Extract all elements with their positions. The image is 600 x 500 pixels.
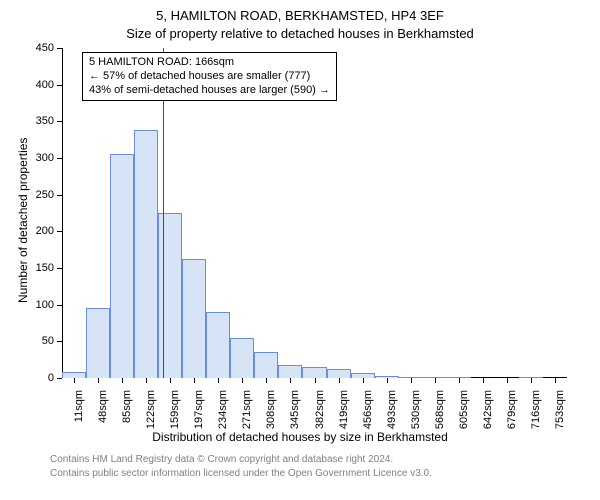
footer-line2: Contains public sector information licen… — [50, 468, 600, 479]
y-tick-label: 50 — [27, 335, 54, 347]
x-tick-label: 197sqm — [193, 390, 205, 435]
y-tick-label: 200 — [27, 225, 54, 237]
x-tick-label: 85sqm — [121, 390, 133, 435]
x-tick-label: 568sqm — [434, 390, 446, 435]
x-tick-label: 11sqm — [73, 390, 85, 435]
x-tick-mark — [339, 378, 340, 383]
x-tick-mark — [435, 378, 436, 383]
x-tick-label: 605sqm — [458, 390, 470, 435]
x-tick-label: 271sqm — [241, 390, 253, 435]
x-tick-label: 753sqm — [554, 390, 566, 435]
x-tick-label: 419sqm — [338, 390, 350, 435]
y-tick-label: 0 — [27, 372, 54, 384]
y-tick-mark — [57, 378, 62, 379]
y-tick-mark — [57, 121, 62, 122]
x-tick-mark — [531, 378, 532, 383]
histogram-bar — [206, 312, 230, 378]
x-tick-mark — [315, 378, 316, 383]
x-tick-mark — [483, 378, 484, 383]
y-tick-mark — [57, 231, 62, 232]
x-tick-mark — [459, 378, 460, 383]
x-tick-mark — [122, 378, 123, 383]
histogram-bar — [278, 365, 302, 378]
y-tick-label: 150 — [27, 262, 54, 274]
x-tick-label: 234sqm — [217, 390, 229, 435]
histogram-bar — [182, 259, 206, 378]
y-tick-label: 300 — [27, 152, 54, 164]
y-tick-label: 400 — [27, 79, 54, 91]
y-tick-mark — [57, 341, 62, 342]
y-tick-label: 450 — [27, 42, 54, 54]
x-tick-mark — [555, 378, 556, 383]
y-tick-label: 250 — [27, 189, 54, 201]
x-tick-mark — [146, 378, 147, 383]
annotation-line2: ← 57% of detached houses are smaller (77… — [89, 70, 330, 84]
x-tick-label: 530sqm — [410, 390, 422, 435]
x-tick-mark — [387, 378, 388, 383]
x-tick-label: 679sqm — [506, 390, 518, 435]
y-tick-mark — [57, 268, 62, 269]
chart-title-line2: Size of property relative to detached ho… — [0, 26, 600, 41]
x-tick-mark — [242, 378, 243, 383]
histogram-bar — [158, 213, 182, 378]
x-tick-mark — [363, 378, 364, 383]
x-tick-mark — [74, 378, 75, 383]
x-tick-label: 122sqm — [145, 390, 157, 435]
annotation-line3: 43% of semi-detached houses are larger (… — [89, 84, 330, 98]
y-tick-mark — [57, 195, 62, 196]
histogram-bar — [302, 367, 326, 378]
histogram-bar — [230, 338, 254, 378]
histogram-bar — [86, 308, 110, 378]
y-tick-mark — [57, 158, 62, 159]
x-tick-mark — [218, 378, 219, 383]
chart-title-line1: 5, HAMILTON ROAD, BERKHAMSTED, HP4 3EF — [0, 8, 600, 23]
x-tick-label: 48sqm — [97, 390, 109, 435]
x-tick-label: 345sqm — [289, 390, 301, 435]
y-tick-mark — [57, 305, 62, 306]
x-tick-mark — [98, 378, 99, 383]
y-tick-mark — [57, 48, 62, 49]
x-tick-label: 456sqm — [362, 390, 374, 435]
x-tick-mark — [411, 378, 412, 383]
annotation-box: 5 HAMILTON ROAD: 166sqm← 57% of detached… — [82, 52, 337, 101]
x-tick-mark — [194, 378, 195, 383]
x-tick-label: 493sqm — [386, 390, 398, 435]
y-tick-label: 350 — [27, 115, 54, 127]
histogram-bar — [254, 352, 278, 378]
annotation-line1: 5 HAMILTON ROAD: 166sqm — [89, 56, 330, 70]
x-tick-mark — [507, 378, 508, 383]
y-axis-label: Number of detached properties — [16, 138, 30, 303]
x-tick-label: 716sqm — [530, 390, 542, 435]
x-tick-mark — [290, 378, 291, 383]
x-tick-label: 308sqm — [265, 390, 277, 435]
x-tick-label: 382sqm — [314, 390, 326, 435]
y-tick-mark — [57, 85, 62, 86]
y-axis-line — [62, 48, 63, 378]
footer-line1: Contains HM Land Registry data © Crown c… — [50, 454, 600, 465]
plot-area: 05010015020025030035040045011sqm48sqm85s… — [62, 48, 567, 378]
x-tick-label: 159sqm — [169, 390, 181, 435]
x-tick-mark — [266, 378, 267, 383]
y-tick-label: 100 — [27, 299, 54, 311]
histogram-bar — [110, 154, 134, 378]
x-tick-label: 642sqm — [482, 390, 494, 435]
histogram-bar — [327, 369, 351, 378]
x-tick-mark — [170, 378, 171, 383]
x-axis-label: Distribution of detached houses by size … — [0, 430, 600, 444]
histogram-bar — [134, 130, 158, 378]
